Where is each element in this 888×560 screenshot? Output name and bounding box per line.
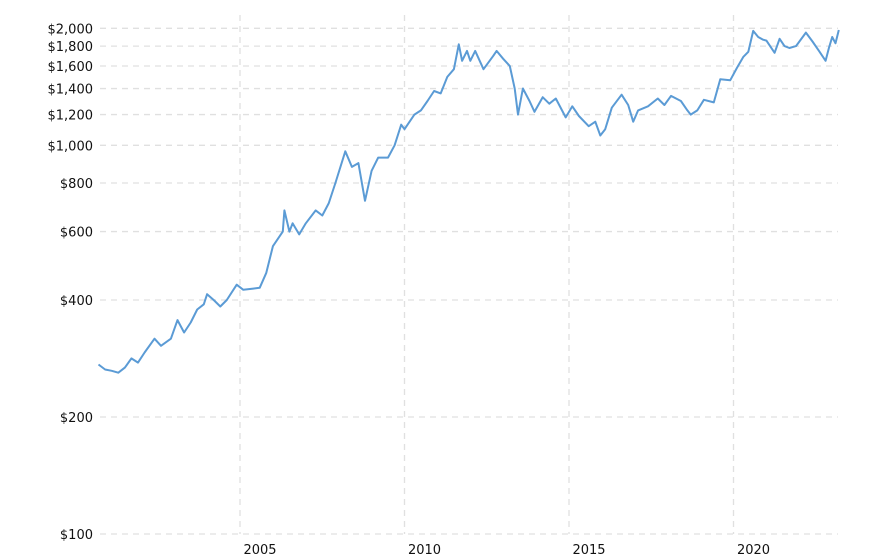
- y-tick-label: $1,000: [48, 139, 94, 154]
- y-tick-label: $1,800: [48, 40, 94, 55]
- y-tick-label: $400: [60, 294, 93, 309]
- y-tick-label: $200: [60, 411, 93, 426]
- x-tick-label: 2005: [243, 543, 276, 558]
- y-tick-label: $100: [60, 528, 93, 543]
- price-series-line: [97, 29, 840, 374]
- y-tick-label: $1,600: [48, 60, 94, 75]
- y-tick-label: $2,000: [48, 22, 94, 37]
- y-tick-label: $1,200: [48, 109, 94, 124]
- x-tick-label: 2020: [737, 543, 770, 558]
- y-tick-label: $1,400: [48, 83, 94, 98]
- y-tick-label: $600: [60, 226, 93, 241]
- x-tick-label: 2015: [572, 543, 605, 558]
- y-tick-label: $800: [60, 177, 93, 192]
- x-tick-label: 2010: [408, 543, 441, 558]
